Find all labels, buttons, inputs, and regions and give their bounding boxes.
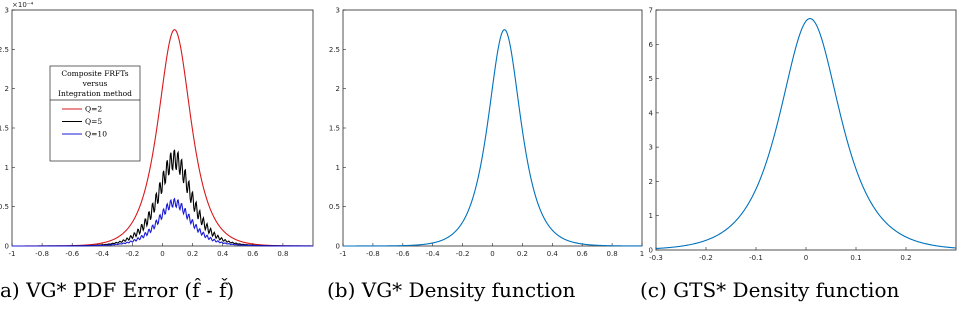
legend-entry-label: Q=5 <box>85 117 102 126</box>
panel-b-y-ticks: 0 0.5 1 1.5 2 2.5 3 <box>329 7 346 251</box>
panel-a-exponent-label: ×10⁻⁴ <box>12 1 33 9</box>
x-tick-label: 0.2 <box>517 250 528 258</box>
panel-a-legend: Composite FRFTs versus Integration metho… <box>49 65 141 162</box>
y-tick-label: 7 <box>649 7 653 15</box>
y-tick-label: 2.5 <box>329 46 340 54</box>
x-tick-label: -0.6 <box>396 250 410 258</box>
panel-a-caption: a) VG* PDF Error (f̂ - f̌) <box>0 278 235 302</box>
x-tick-label: -0.8 <box>366 250 380 258</box>
legend-entries: Q=2 Q=5 Q=10 <box>62 105 107 139</box>
x-tick-label: 0.8 <box>607 250 618 258</box>
panel-a-y-ticks: 0 0.5 1 1.5 2 2.5 3 <box>0 7 15 251</box>
y-tick-label: 0 <box>336 243 340 251</box>
x-tick-label: -0.2 <box>126 250 140 258</box>
legend-entry-label: Q=10 <box>85 130 107 139</box>
y-tick-label: 5 <box>649 75 653 83</box>
y-tick-label: 2 <box>5 85 9 93</box>
panel-a-x-ticks: -1 -0.8 -0.6 -0.4 -0.2 0 0.2 0.4 0.6 0.8 <box>9 243 288 258</box>
x-tick-label: 0.4 <box>217 250 229 258</box>
panel-b-axes-box <box>342 9 643 247</box>
y-tick-label: 2.5 <box>0 46 9 54</box>
x-tick-label: 0 <box>490 250 494 258</box>
x-tick-label: 1 <box>640 250 644 258</box>
y-tick-label: 1 <box>5 164 9 172</box>
x-tick-label: 0.4 <box>547 250 559 258</box>
legend-box <box>49 65 141 162</box>
series-line-q10 <box>12 197 313 247</box>
x-tick-label: 0.8 <box>277 250 288 258</box>
y-tick-label: 0 <box>5 243 9 251</box>
panel-b-series <box>343 29 642 247</box>
x-tick-label: -1 <box>340 250 347 258</box>
x-tick-label: -0.3 <box>649 254 663 262</box>
panel-a-series <box>12 29 313 247</box>
y-tick-label: 1.5 <box>329 125 340 133</box>
panel-b-x-ticks: -1 -0.8 -0.6 -0.4 -0.2 0 0.2 0.4 0.6 0.8 1 <box>340 243 644 258</box>
x-tick-label: 0 <box>160 250 164 258</box>
x-tick-label: 0.1 <box>850 254 861 262</box>
panel-b-caption: (b) VG* Density function <box>327 278 576 302</box>
legend-title-line-3: Integration method <box>58 89 132 98</box>
x-tick-label: -1 <box>9 250 16 258</box>
x-tick-label: 0.6 <box>247 250 259 258</box>
x-tick-label: -0.2 <box>456 250 470 258</box>
y-tick-label: 3 <box>649 144 653 152</box>
series-line <box>655 18 957 250</box>
y-tick-label: 1 <box>336 164 340 172</box>
series-line <box>343 29 642 247</box>
y-tick-label: 0.5 <box>329 203 340 211</box>
x-tick-label: -0.6 <box>65 250 79 258</box>
x-tick-label: -0.8 <box>35 250 49 258</box>
x-tick-label: 0.2 <box>900 254 911 262</box>
y-tick-label: 0 <box>649 247 653 255</box>
y-tick-label: 0.5 <box>0 203 9 211</box>
panel-a-chart: ×10⁻⁴ -1 -0.8 -0.6 -0.4 -0.2 0 0.2 0.4 0.6 0.8 00… <box>0 1 314 258</box>
y-tick-label: 6 <box>649 41 654 49</box>
x-tick-label: 0 <box>804 254 808 262</box>
x-tick-label: 0.2 <box>187 250 198 258</box>
legend-title-line-1: Composite FRFTs <box>61 69 128 78</box>
legend-entry-label: Q=2 <box>85 105 102 114</box>
y-tick-label: 1.5 <box>0 125 9 133</box>
panel-c-caption: (c) GTS* Density function <box>640 278 900 302</box>
x-tick-label: -0.4 <box>95 250 109 258</box>
x-tick-label: -0.4 <box>426 250 440 258</box>
x-tick-label: -0.1 <box>749 254 763 262</box>
y-tick-label: 2 <box>336 85 340 93</box>
panel-c-axes-box <box>655 9 957 251</box>
y-tick-label: 1 <box>649 212 653 220</box>
panel-c-series <box>655 18 957 250</box>
panel-c-chart: -0.3 -0.2 -0.1 0 0.1 0.2 0 1 2 3 4 5 6 7 <box>649 7 957 262</box>
legend-title-line-2: versus <box>82 79 108 88</box>
y-tick-label: 2 <box>649 178 653 186</box>
y-tick-label: 3 <box>5 7 9 15</box>
panel-b-chart: -1 -0.8 -0.6 -0.4 -0.2 0 0.2 0.4 0.6 0.8 1 0 0.5 1 1.… <box>329 7 644 259</box>
x-tick-label: -0.2 <box>699 254 713 262</box>
panel-c-y-ticks: 0 1 2 3 4 5 6 7 <box>649 7 659 255</box>
y-tick-label: 4 <box>649 109 654 117</box>
y-tick-label: 3 <box>336 7 340 15</box>
x-tick-label: 0.6 <box>577 250 589 258</box>
